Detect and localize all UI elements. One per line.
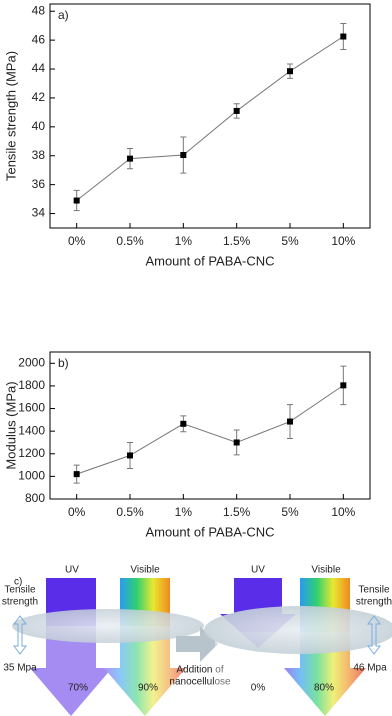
uv-label: UV	[65, 565, 79, 576]
y-tick-label: 48	[32, 3, 46, 17]
plot-frame	[49, 3, 371, 229]
process-label: Addition of	[176, 665, 223, 676]
y-tick-label: 36	[32, 177, 46, 191]
series-line	[76, 384, 344, 475]
y-tick-label: 44	[32, 61, 46, 75]
strength-label: strength	[356, 597, 392, 608]
process-label: nanocellulose	[169, 677, 231, 688]
y-tick-label: 38	[32, 148, 46, 162]
data-point	[287, 418, 293, 425]
y-axis-title: Modulus (MPa)	[3, 381, 18, 469]
x-axis-title: Amount of PABA-CNC	[145, 253, 274, 268]
strength-value: 46 Mpa	[353, 663, 387, 674]
data-point	[127, 452, 133, 459]
x-tick-label: 1%	[175, 234, 193, 248]
x-tick-label: 5%	[281, 234, 299, 248]
visible-pass: 80%	[314, 683, 334, 694]
data-point	[340, 33, 347, 40]
visible-label: Visible	[311, 565, 341, 576]
data-point	[73, 197, 80, 204]
x-tick-label: 10%	[331, 505, 355, 519]
strength-value: 35 Mpa	[3, 663, 37, 674]
panel-label: c)	[14, 577, 22, 588]
data-point	[73, 471, 80, 478]
strength-icon	[367, 615, 381, 655]
y-tick-label: 2000	[18, 355, 45, 369]
x-tick-label: 0%	[68, 505, 86, 519]
strength-label: Tensile	[358, 585, 390, 596]
x-tick-label: 1.5%	[223, 234, 251, 248]
y-tick-label: 1200	[18, 446, 45, 460]
data-point	[233, 107, 240, 114]
data-point	[233, 439, 240, 446]
x-tick-label: 0.5%	[116, 234, 144, 248]
y-axis-title: Tensile strength (MPa)	[3, 51, 18, 181]
series-line	[76, 36, 344, 201]
x-tick-label: 10%	[331, 234, 355, 248]
y-tick-label: 40	[32, 119, 46, 133]
y-tick-label: 1000	[18, 469, 45, 483]
uv-pass: 0%	[251, 683, 266, 694]
y-tick-label: 1400	[18, 423, 45, 437]
y-tick-label: 46	[32, 32, 46, 46]
uv-label: UV	[251, 565, 265, 576]
charts: a) 34 36 38 40 42 44 46 48 0% 0.5% 1% 1.5% 5% 10% Amoun…	[3, 3, 371, 539]
film	[204, 606, 392, 654]
panel-label: a)	[58, 8, 69, 22]
strength-label: Tensile	[4, 585, 36, 596]
y-tick-label: 1600	[18, 401, 45, 415]
data-point	[340, 382, 347, 389]
x-tick-label: 0.5%	[116, 505, 144, 519]
strength-label: strength	[2, 597, 38, 608]
uv-pass: 70%	[68, 683, 88, 694]
x-tick-label: 1%	[175, 505, 193, 519]
visible-label: Visible	[130, 565, 160, 576]
strength-icon	[13, 615, 27, 655]
data-point	[180, 420, 187, 427]
plot-frame	[49, 351, 371, 500]
panel-label: b)	[58, 356, 69, 370]
y-tick-label: 1800	[18, 378, 45, 392]
x-tick-label: 5%	[281, 505, 299, 519]
film	[12, 609, 204, 643]
x-tick-label: 0%	[68, 234, 86, 248]
data-point	[287, 68, 293, 75]
x-axis-title: Amount of PABA-CNC	[145, 524, 274, 539]
data-point	[180, 152, 187, 159]
diagram: c) UV Visible Tensile strength 35 Mpa 70…	[2, 565, 392, 716]
y-tick-label: 800	[25, 491, 45, 505]
visible-pass: 90%	[138, 683, 158, 694]
data-point	[127, 155, 133, 162]
y-tick-label: 42	[32, 90, 46, 104]
y-tick-label: 34	[32, 206, 46, 220]
x-tick-label: 1.5%	[223, 505, 251, 519]
